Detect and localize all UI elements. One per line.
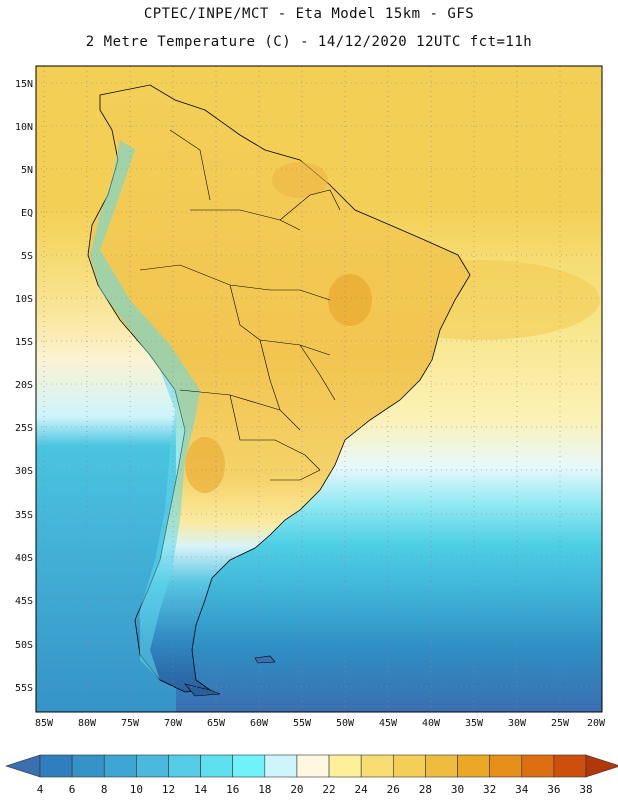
lon-label: 60W xyxy=(250,718,269,729)
latitude-axis: 15N 10N 5N EQ 5S 10S 15S 20S 25S 30S 35S… xyxy=(15,79,33,694)
lat-label: 25S xyxy=(15,423,33,434)
lon-label: 20W xyxy=(587,718,606,729)
colorbar-label: 22 xyxy=(322,783,335,796)
colorbar-label: 20 xyxy=(290,783,303,796)
lat-label: 45S xyxy=(15,596,33,607)
lat-label: 30S xyxy=(15,466,33,477)
colorbar-box xyxy=(71,754,105,778)
colorbar-box xyxy=(39,754,73,778)
lon-label: 85W xyxy=(35,718,54,729)
colorbar-arrow-low xyxy=(5,754,41,778)
lat-label: 10S xyxy=(15,294,33,305)
colorbar-box xyxy=(392,754,426,778)
lon-label: 45W xyxy=(379,718,398,729)
lat-label: 15N xyxy=(15,79,33,90)
colorbar-label: 38 xyxy=(579,783,592,796)
colorbar-label: 36 xyxy=(547,783,560,796)
colorbar-box xyxy=(264,754,298,778)
colorbar-label: 12 xyxy=(162,783,175,796)
colorbar-box xyxy=(489,754,523,778)
colorbar-label: 8 xyxy=(101,783,108,796)
colorbar-label: 26 xyxy=(387,783,400,796)
lat-label: 55S xyxy=(15,683,33,694)
lon-label: 25W xyxy=(551,718,570,729)
colorbar-box xyxy=(521,754,555,778)
colorbar-label: 18 xyxy=(258,783,271,796)
colorbar-box xyxy=(103,754,137,778)
plot-frame xyxy=(35,65,603,713)
lon-label: 80W xyxy=(78,718,97,729)
colorbar-label: 4 xyxy=(37,783,44,796)
lon-label: 55W xyxy=(293,718,312,729)
colorbar-label: 14 xyxy=(194,783,208,796)
colorbar-label: 28 xyxy=(419,783,432,796)
map-title: CPTEC/INPE/MCT - Eta Model 15km - GFS xyxy=(143,6,475,22)
map-subtitle: 2 Metre Temperature (C) - 14/12/2020 12U… xyxy=(85,34,533,50)
lon-label: 30W xyxy=(508,718,527,729)
lat-label: 50S xyxy=(15,640,33,651)
colorbar-box xyxy=(328,754,362,778)
temperature-field xyxy=(36,66,602,712)
colorbar-box xyxy=(168,754,201,778)
south-america-land xyxy=(87,84,471,693)
colorbar-label: 34 xyxy=(515,783,529,796)
colorbar-box xyxy=(425,754,458,778)
colorbar-box xyxy=(136,754,169,778)
lat-label: 15S xyxy=(15,337,33,348)
lat-label: 40S xyxy=(15,553,33,564)
lon-label: 50W xyxy=(336,718,355,729)
colorbar-box xyxy=(200,754,234,778)
colorbar-label: 10 xyxy=(130,783,143,796)
colorbar-label: 6 xyxy=(69,783,76,796)
lon-label: 40W xyxy=(422,718,441,729)
colorbar: 4 6 8 10 12 14 16 18 20 22 24 26 28 30 32 34 36 38 xyxy=(5,754,618,796)
lon-label: 75W xyxy=(121,718,140,729)
colorbar-label: 32 xyxy=(483,783,496,796)
colorbar-label: 30 xyxy=(451,783,464,796)
colorbar-label: 16 xyxy=(226,783,239,796)
lon-label: 65W xyxy=(207,718,226,729)
lat-label: 5N xyxy=(21,165,33,176)
lat-label: 5S xyxy=(21,251,33,262)
colorbar-label: 24 xyxy=(355,783,369,796)
lat-label: 10N xyxy=(15,122,33,133)
colorbar-box xyxy=(553,754,587,778)
lon-label: 35W xyxy=(465,718,484,729)
lat-label: EQ xyxy=(21,208,33,219)
lon-label: 70W xyxy=(164,718,183,729)
lat-label: 20S xyxy=(15,380,33,391)
colorbar-box xyxy=(457,754,490,778)
colorbar-box xyxy=(360,754,394,778)
longitude-axis: 85W 80W 75W 70W 65W 60W 55W 50W 45W 40W … xyxy=(35,718,606,729)
andes-cold-strip xyxy=(90,140,200,680)
colorbar-box xyxy=(296,754,330,778)
colorbar-arrow-high xyxy=(585,754,618,778)
lat-label: 35S xyxy=(15,510,33,521)
colorbar-box xyxy=(232,754,266,778)
